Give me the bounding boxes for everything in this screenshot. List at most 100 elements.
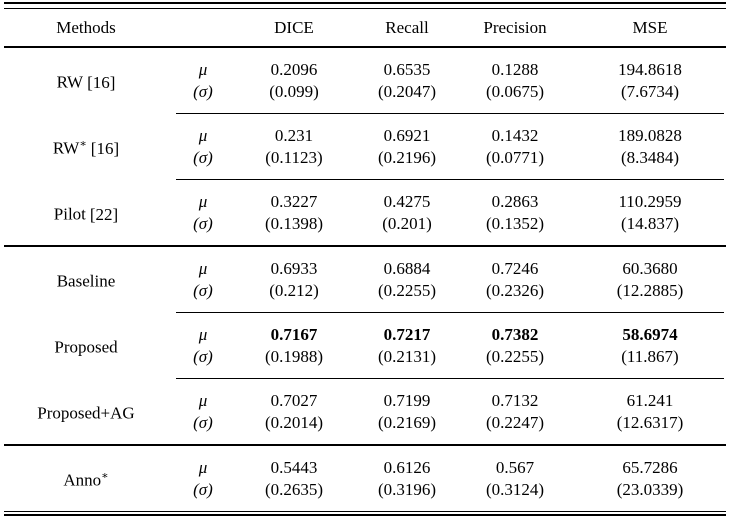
table-row-proposed-ag: Proposed+AG μ (σ) 0.7027 (0.2014) 0.7199… (0, 379, 730, 444)
column-header-mse: MSE (632, 17, 668, 37)
sigma-value: (0.201) (382, 213, 432, 233)
mu-value: 0.6933 (270, 258, 318, 278)
mu-value: 58.6974 (622, 324, 678, 344)
precision-value: 0.2863 (0.1352) (460, 191, 570, 235)
sigma-value: (0.2047) (377, 81, 437, 101)
mse-value: 110.2959 (14.837) (570, 191, 730, 235)
mid-rule (176, 378, 724, 379)
stat-mu-label: μ (198, 390, 208, 410)
precision-value: 0.567 (0.3124) (460, 457, 570, 501)
mu-value: 0.5443 (270, 457, 318, 477)
citation-ref: [16] (90, 138, 120, 158)
recall-value: 0.4275 (0.201) (354, 191, 460, 235)
sigma-value: (0.3196) (377, 479, 437, 499)
recall-value: 0.6126 (0.3196) (354, 457, 460, 501)
dice-value: 0.3227 (0.1398) (234, 191, 354, 235)
mu-value: 0.2096 (270, 59, 318, 79)
stat-sigma-label: (σ) (193, 412, 213, 432)
recall-value: 0.6884 (0.2255) (354, 258, 460, 302)
mu-value: 0.7246 (491, 258, 539, 278)
mu-value: 65.7286 (622, 457, 678, 477)
mu-value: 0.567 (495, 457, 535, 477)
method-name: Pilot [22] (53, 204, 119, 224)
table-row-baseline: Baseline μ (σ) 0.6933 (0.212) 0.6884 (0.… (0, 247, 730, 312)
stat-mu-label: μ (198, 457, 208, 477)
method-name: RW [16] (56, 72, 116, 92)
stat-sigma-label: (σ) (193, 479, 213, 499)
method-name: Baseline (56, 271, 116, 291)
mu-value: 0.6884 (383, 258, 431, 278)
mu-value: 60.3680 (622, 258, 678, 278)
mu-value: 110.2959 (618, 191, 682, 211)
stat-mu-label: μ (198, 324, 208, 344)
precision-value: 0.7382 (0.2255) (460, 324, 570, 368)
sigma-value: (7.6734) (620, 81, 680, 101)
mu-value: 0.7199 (383, 390, 431, 410)
precision-value: 0.7132 (0.2247) (460, 390, 570, 434)
sigma-value: (0.2014) (264, 412, 324, 432)
mu-value: 0.7382 (491, 324, 539, 344)
mse-value: 61.241 (12.6317) (570, 390, 730, 434)
dice-value: 0.6933 (0.212) (234, 258, 354, 302)
table-row-anno: Anno∗ μ (σ) 0.5443 (0.2635) 0.6126 (0.31… (0, 446, 730, 511)
recall-value: 0.7217 (0.2131) (354, 324, 460, 368)
dice-value: 0.7167 (0.1988) (234, 324, 354, 368)
stat-sigma-label: (σ) (193, 346, 213, 366)
precision-value: 0.7246 (0.2326) (460, 258, 570, 302)
table-row-proposed: Proposed μ (σ) 0.7167 (0.1988) 0.7217 (0… (0, 313, 730, 378)
sigma-value: (0.1352) (485, 213, 545, 233)
sigma-value: (0.3124) (485, 479, 545, 499)
method-name: Anno∗ (63, 470, 109, 490)
column-header-methods: Methods (56, 17, 116, 37)
section-rule (4, 444, 726, 446)
mu-value: 0.2863 (491, 191, 539, 211)
mu-value: 61.241 (626, 390, 674, 410)
sigma-value: (0.1398) (264, 213, 324, 233)
precision-value: 0.1432 (0.0771) (460, 125, 570, 169)
method-name: Proposed+AG (37, 403, 135, 423)
mse-value: 60.3680 (12.2885) (570, 258, 730, 302)
citation-ref: [16] (87, 72, 116, 92)
stat-labels: μ (σ) (172, 59, 234, 103)
header-rule (4, 46, 726, 48)
sigma-value: (0.2255) (377, 280, 437, 300)
stat-labels: μ (σ) (172, 125, 234, 169)
precision-value: 0.1288 (0.0675) (460, 59, 570, 103)
bottom-rule-thin (4, 511, 726, 512)
sigma-value: (0.0675) (485, 81, 545, 101)
column-header-dice: DICE (274, 17, 314, 37)
sigma-value: (0.2196) (377, 147, 437, 167)
sigma-value: (0.2169) (377, 412, 437, 432)
top-rule-thick (4, 2, 726, 4)
mid-rule (176, 179, 724, 180)
dice-value: 0.7027 (0.2014) (234, 390, 354, 434)
mid-rule (176, 312, 724, 313)
sigma-value: (0.2247) (485, 412, 545, 432)
mu-value: 0.6126 (383, 457, 431, 477)
sigma-value: (0.212) (269, 280, 319, 300)
header-row: Methods DICE Recall Precision MSE (0, 9, 730, 46)
stat-sigma-label: (σ) (193, 213, 213, 233)
dice-value: 0.5443 (0.2635) (234, 457, 354, 501)
mu-value: 0.6535 (383, 59, 431, 79)
recall-value: 0.6921 (0.2196) (354, 125, 460, 169)
mu-value: 0.1432 (491, 125, 539, 145)
sigma-value: (14.837) (620, 213, 680, 233)
sigma-value: (8.3484) (620, 147, 680, 167)
mu-value: 0.1288 (491, 59, 539, 79)
method-superscript: ∗ (79, 138, 87, 151)
top-rule-thin (4, 8, 726, 9)
sigma-value: (0.099) (269, 81, 319, 101)
mu-value: 0.7167 (270, 324, 318, 344)
stat-mu-label: μ (198, 258, 208, 278)
sigma-value: (0.2255) (485, 346, 545, 366)
stat-labels: μ (σ) (172, 258, 234, 302)
dice-value: 0.2096 (0.099) (234, 59, 354, 103)
stat-labels: μ (σ) (172, 191, 234, 235)
stat-sigma-label: (σ) (193, 280, 213, 300)
sigma-value: (11.867) (621, 346, 679, 366)
table-row-rw-star: RW∗ [16] μ (σ) 0.231 (0.1123) 0.6921 (0.2… (0, 114, 730, 179)
section-rule (4, 245, 726, 247)
method-name: Proposed (54, 337, 118, 357)
sigma-value: (12.6317) (616, 412, 684, 432)
